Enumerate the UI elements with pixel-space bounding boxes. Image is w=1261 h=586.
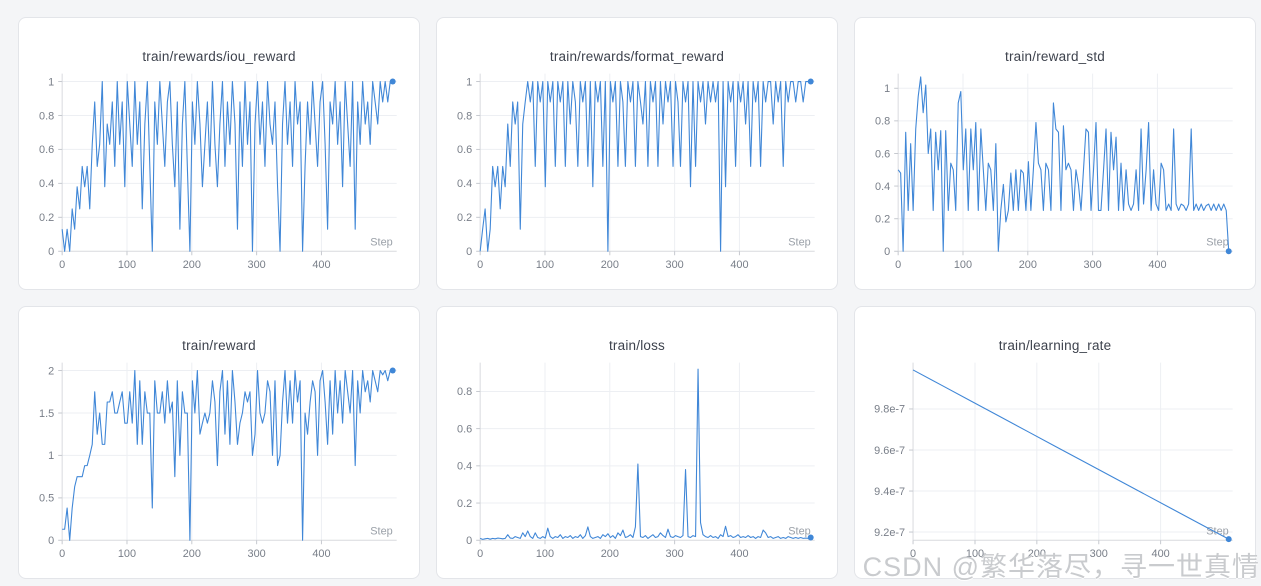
svg-text:0: 0 <box>477 259 483 271</box>
svg-text:200: 200 <box>183 259 201 271</box>
svg-text:1: 1 <box>884 83 890 95</box>
svg-text:0: 0 <box>466 535 472 547</box>
svg-text:1.5: 1.5 <box>39 408 54 420</box>
chart-plot-loss[interactable]: 0 100 200 300 400 0 0.2 0.4 0.6 0.8 Step <box>437 307 837 578</box>
svg-text:9.8e-7: 9.8e-7 <box>874 404 905 416</box>
chart-card-learning-rate[interactable]: 0 100 200 300 400 9.2e-7 9.4e-7 9.6e-7 9.8e-7 Ste… <box>854 306 1256 579</box>
chart-title: train/reward_std <box>1005 49 1105 64</box>
chart-title: train/reward <box>182 338 256 353</box>
svg-text:200: 200 <box>601 259 619 271</box>
svg-text:200: 200 <box>601 548 619 560</box>
svg-text:200: 200 <box>1019 259 1037 271</box>
svg-text:0.2: 0.2 <box>875 213 890 225</box>
csdn-watermark: CSDN @繁华落尽，寻一世真情 <box>862 552 1260 583</box>
svg-text:400: 400 <box>312 259 330 271</box>
svg-text:300: 300 <box>1090 548 1108 560</box>
svg-text:Step: Step <box>1206 236 1228 248</box>
svg-text:0.4: 0.4 <box>875 181 890 193</box>
svg-text:0: 0 <box>48 535 54 547</box>
svg-text:0: 0 <box>466 246 472 258</box>
svg-text:100: 100 <box>966 548 984 560</box>
svg-text:0.8: 0.8 <box>457 110 472 122</box>
svg-text:400: 400 <box>1152 548 1170 560</box>
chart-card-reward-std[interactable]: 0 100 200 300 400 0 0.2 0.4 0.6 0.8 1 Step train/re… <box>854 17 1256 290</box>
svg-text:9.6e-7: 9.6e-7 <box>874 445 905 457</box>
svg-text:0: 0 <box>884 246 890 258</box>
chart-card-loss[interactable]: 0 100 200 300 400 0 0.2 0.4 0.6 0.8 Step train/los… <box>436 306 838 579</box>
chart-card-reward[interactable]: 0 100 200 300 400 0 0.5 1 1.5 2 Step train/reward <box>18 306 420 579</box>
chart-plot-format-reward[interactable]: 0 100 200 300 400 0 0.2 0.4 0.6 0.8 1 Step <box>437 18 837 289</box>
svg-text:0.6: 0.6 <box>875 148 890 160</box>
svg-text:200: 200 <box>183 548 201 560</box>
svg-text:Step: Step <box>370 236 392 248</box>
svg-text:1: 1 <box>48 450 54 462</box>
chart-plot-reward[interactable]: 0 100 200 300 400 0 0.5 1 1.5 2 Step <box>19 307 419 578</box>
svg-text:9.4e-7: 9.4e-7 <box>874 486 905 498</box>
svg-text:300: 300 <box>666 548 684 560</box>
svg-text:0.4: 0.4 <box>457 178 472 190</box>
svg-text:0.2: 0.2 <box>457 498 472 510</box>
chart-card-format-reward[interactable]: 0 100 200 300 400 0 0.2 0.4 0.6 0.8 1 Step train/re… <box>436 17 838 290</box>
chart-title: train/loss <box>608 338 666 353</box>
chart-plot-reward-std[interactable]: 0 100 200 300 400 0 0.2 0.4 0.6 0.8 1 Step <box>855 18 1255 289</box>
svg-text:0.8: 0.8 <box>39 110 54 122</box>
svg-text:0.4: 0.4 <box>39 178 54 190</box>
svg-text:0.2: 0.2 <box>457 212 472 224</box>
svg-text:2: 2 <box>48 365 54 377</box>
svg-text:0.2: 0.2 <box>39 212 54 224</box>
svg-text:Step: Step <box>788 236 810 248</box>
svg-text:0: 0 <box>910 548 916 560</box>
chart-title: train/rewards/iou_reward <box>142 49 296 64</box>
svg-text:9.2e-7: 9.2e-7 <box>874 527 905 539</box>
svg-text:100: 100 <box>536 259 554 271</box>
svg-text:0.6: 0.6 <box>39 144 54 156</box>
svg-text:0: 0 <box>59 548 65 560</box>
svg-text:300: 300 <box>1084 259 1102 271</box>
svg-text:200: 200 <box>1028 548 1046 560</box>
svg-text:Step: Step <box>1206 525 1228 537</box>
svg-text:0.6: 0.6 <box>457 423 472 435</box>
svg-text:100: 100 <box>536 548 554 560</box>
svg-text:0.8: 0.8 <box>457 386 472 398</box>
svg-text:400: 400 <box>730 548 748 560</box>
svg-text:0.5: 0.5 <box>39 493 54 505</box>
svg-text:0: 0 <box>895 259 901 271</box>
chart-title: train/rewards/format_reward <box>549 49 725 64</box>
svg-text:0.6: 0.6 <box>457 144 472 156</box>
svg-text:Step: Step <box>370 525 392 537</box>
svg-text:Step: Step <box>788 525 810 537</box>
chart-title: train/learning_rate <box>998 338 1112 353</box>
svg-text:400: 400 <box>312 548 330 560</box>
svg-text:400: 400 <box>1148 259 1166 271</box>
chart-plot-learning-rate[interactable]: 0 100 200 300 400 9.2e-7 9.4e-7 9.6e-7 9.8e-7 Ste… <box>855 307 1255 578</box>
svg-text:300: 300 <box>248 259 266 271</box>
chart-card-iou-reward[interactable]: 0 100 200 300 400 0 0.2 0.4 0.6 0.8 1 Step train/re… <box>18 17 420 290</box>
svg-text:300: 300 <box>666 259 684 271</box>
svg-text:100: 100 <box>118 548 136 560</box>
svg-text:100: 100 <box>118 259 136 271</box>
svg-text:0: 0 <box>48 246 54 258</box>
svg-text:0: 0 <box>59 259 65 271</box>
svg-text:1: 1 <box>466 76 472 88</box>
chart-plot-iou-reward[interactable]: 0 100 200 300 400 0 0.2 0.4 0.6 0.8 1 Step <box>19 18 419 289</box>
svg-text:0.4: 0.4 <box>457 461 472 473</box>
svg-text:400: 400 <box>730 259 748 271</box>
svg-text:300: 300 <box>248 548 266 560</box>
svg-text:100: 100 <box>954 259 972 271</box>
svg-text:0.8: 0.8 <box>875 116 890 128</box>
svg-text:0: 0 <box>477 548 483 560</box>
svg-text:1: 1 <box>48 76 54 88</box>
